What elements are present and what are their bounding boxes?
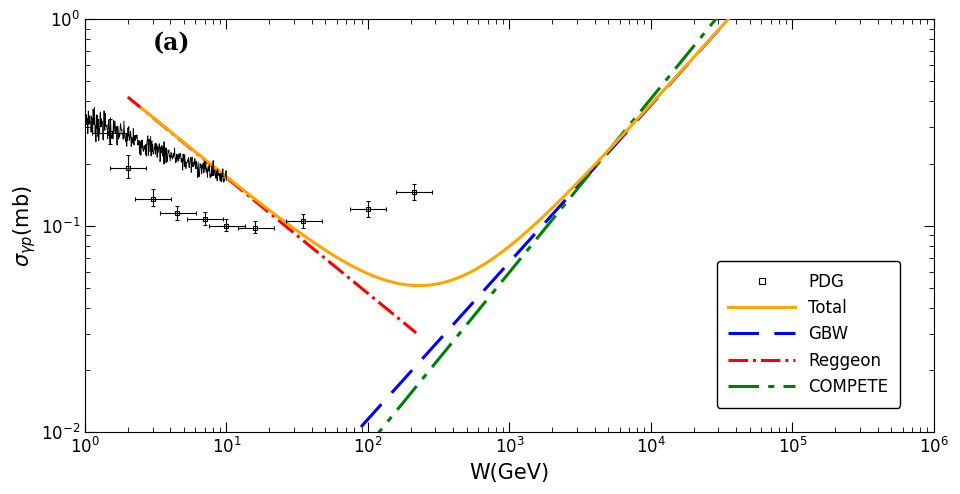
Text: (a): (a) (153, 32, 190, 55)
Y-axis label: $\sigma_{\gamma p}$(mb): $\sigma_{\gamma p}$(mb) (12, 185, 37, 267)
Legend: PDG, Total, GBW, Reggeon, COMPETE: PDG, Total, GBW, Reggeon, COMPETE (717, 261, 900, 408)
X-axis label: W(GeV): W(GeV) (469, 463, 549, 483)
